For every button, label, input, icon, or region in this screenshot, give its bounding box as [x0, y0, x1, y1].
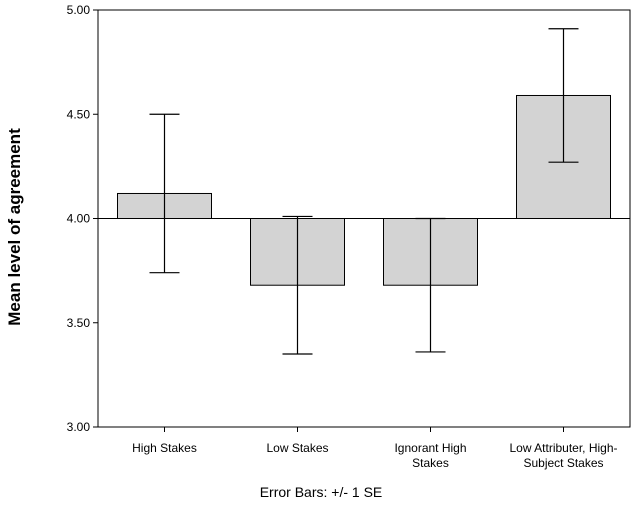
x-axis: High Stakes Low Stakes Ignorant HighStakes… [132, 427, 618, 470]
x-tick-label: Ignorant High [394, 441, 466, 455]
y-axis: 3.00 3.50 4.00 4.50 5.00 [67, 3, 98, 434]
y-tick-label: 5.00 [67, 3, 91, 17]
error-bar [282, 215, 313, 355]
y-tick-label: 4.00 [67, 212, 91, 226]
y-axis-label: Mean level of agreement [5, 128, 24, 326]
error-bar [149, 113, 180, 274]
error-bars-note: Error Bars: +/- 1 SE [260, 484, 383, 500]
y-tick-label: 3.50 [67, 316, 91, 330]
y-tick-label: 4.50 [67, 107, 91, 121]
x-tick-label: Subject Stakes [523, 456, 603, 470]
error-bar [548, 28, 579, 163]
x-tick-label: High Stakes [132, 441, 197, 455]
error-bar [415, 217, 446, 353]
x-tick-label: Low Attributer, High- [509, 441, 617, 455]
y-tick-label: 3.00 [67, 420, 91, 434]
x-tick-label: Stakes [412, 456, 449, 470]
error-bars [149, 28, 579, 355]
x-tick-label: Low Stakes [266, 441, 328, 455]
